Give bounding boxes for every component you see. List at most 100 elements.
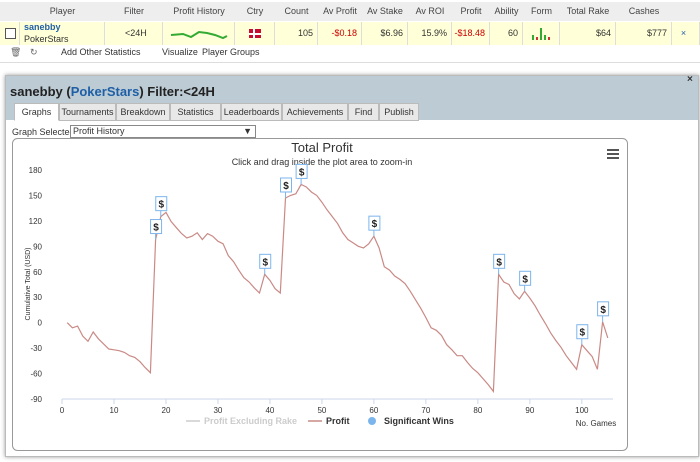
cell: 105 xyxy=(275,22,318,45)
win-marker[interactable] xyxy=(368,215,381,231)
x-tick-label: 80 xyxy=(473,406,482,415)
win-marker-label: $ xyxy=(522,274,528,285)
graph-selected: Profit History xyxy=(73,126,125,136)
column-header[interactable]: Ability xyxy=(490,2,524,21)
graph-select[interactable]: Profit History ▼ xyxy=(70,125,256,138)
win-marker-label: $ xyxy=(299,167,305,178)
tab[interactable]: Find xyxy=(348,103,379,121)
tab[interactable]: Achievements xyxy=(282,103,348,121)
cell: $6.96 xyxy=(362,22,408,45)
win-marker-label: $ xyxy=(496,257,502,268)
tab[interactable]: Breakdown xyxy=(116,103,170,121)
column-header[interactable]: Cashes xyxy=(616,2,673,21)
sparkline xyxy=(163,22,235,45)
panel-title: sanebby (PokerStars) Filter:<24H xyxy=(10,84,215,99)
y-tick-label: 0 xyxy=(38,319,43,328)
y-tick-label: 90 xyxy=(33,242,42,251)
flag xyxy=(235,22,275,45)
tab[interactable]: Publish xyxy=(379,103,419,121)
x-axis-label: No. Games xyxy=(576,419,616,428)
column-header[interactable]: Av ROI xyxy=(408,2,453,21)
legend-label[interactable]: Significant Wins xyxy=(384,416,454,426)
column-header[interactable]: Profit History xyxy=(163,2,236,21)
win-marker[interactable] xyxy=(493,253,506,269)
cell: $777 xyxy=(616,22,672,45)
tab[interactable]: Graphs xyxy=(14,103,59,121)
x-tick-label: 50 xyxy=(317,406,326,415)
column-header[interactable]: Filter xyxy=(105,2,164,21)
x-tick-label: 70 xyxy=(421,406,430,415)
column-header[interactable]: Form xyxy=(523,2,561,21)
y-tick-label: -90 xyxy=(30,395,42,404)
x-tick-label: 30 xyxy=(213,406,222,415)
menu-button[interactable] xyxy=(607,149,619,159)
column-header[interactable]: Total Rake xyxy=(560,2,617,21)
column-header[interactable]: Ctry xyxy=(235,2,276,21)
y-tick-label: 180 xyxy=(29,166,43,175)
column-header[interactable]: Av Profit xyxy=(318,2,363,21)
tab[interactable]: Statistics xyxy=(170,103,221,121)
cell: 60 xyxy=(490,22,523,45)
title-part: ) Filter:<24H xyxy=(139,84,215,99)
header-check xyxy=(0,2,21,21)
chart-title: Total Profit xyxy=(291,140,353,155)
header-filler xyxy=(672,2,700,21)
win-marker[interactable] xyxy=(295,163,308,179)
win-marker-label: $ xyxy=(372,219,378,230)
win-marker[interactable] xyxy=(280,177,293,193)
win-marker-label: $ xyxy=(283,181,289,192)
remove-button[interactable]: × xyxy=(672,22,700,45)
x-tick-label: 0 xyxy=(60,406,65,415)
tab[interactable]: Tournaments xyxy=(59,103,116,121)
cell: 15.9% xyxy=(408,22,452,45)
x-tick-label: 90 xyxy=(525,406,534,415)
win-marker-label: $ xyxy=(600,305,606,316)
column-header[interactable]: Profit xyxy=(452,2,491,21)
graph-selected-label: Graph Selected: xyxy=(12,127,78,137)
win-marker-label: $ xyxy=(580,328,586,339)
form xyxy=(523,22,560,45)
cell: $64 xyxy=(560,22,616,45)
legend-label[interactable]: Profit Excluding Rake xyxy=(204,416,297,426)
y-tick-label: 150 xyxy=(29,191,43,200)
column-header[interactable]: Player xyxy=(20,2,106,21)
cell: -$18.48 xyxy=(452,22,490,45)
column-header[interactable]: Count xyxy=(275,2,319,21)
win-marker[interactable] xyxy=(597,301,610,317)
win-marker[interactable] xyxy=(155,196,168,212)
player-cell: sanebby PokerStars xyxy=(20,22,105,45)
player-name[interactable]: sanebby xyxy=(24,22,61,32)
close-button[interactable]: × xyxy=(687,74,693,85)
toolbar-item[interactable]: Add Other Statistics xyxy=(61,47,141,57)
cell: <24H xyxy=(105,22,163,45)
win-marker[interactable] xyxy=(576,324,589,340)
x-tick-label: 40 xyxy=(265,406,274,415)
y-tick-label: -60 xyxy=(30,370,42,379)
tab[interactable]: Leaderboards xyxy=(221,103,282,121)
win-marker[interactable] xyxy=(150,219,163,235)
column-header[interactable]: Av Stake xyxy=(362,2,409,21)
trash-icon[interactable]: 🗑 xyxy=(10,47,22,57)
legend-label[interactable]: Profit xyxy=(326,416,350,426)
x-tick-label: 100 xyxy=(575,406,589,415)
y-tick-label: -30 xyxy=(30,344,42,353)
y-axis-label: Cumulative Total (USD) xyxy=(25,247,32,320)
win-marker-label: $ xyxy=(262,257,268,268)
legend-symbol xyxy=(368,417,376,425)
x-tick-label: 20 xyxy=(162,406,171,415)
toolbar-item[interactable]: Player Groups xyxy=(202,47,260,57)
toolbar-item[interactable]: Visualize xyxy=(162,47,198,57)
win-marker[interactable] xyxy=(259,253,272,269)
chart-subtitle: Click and drag inside the plot area to z… xyxy=(232,157,413,167)
win-marker-label: $ xyxy=(153,223,159,234)
win-marker[interactable] xyxy=(519,270,532,286)
chart-frame xyxy=(12,138,628,451)
x-tick-label: 10 xyxy=(110,406,119,415)
title-part: PokerStars xyxy=(70,84,140,99)
refresh-icon[interactable]: ↻ xyxy=(30,47,38,57)
row-check[interactable] xyxy=(0,22,20,45)
y-tick-label: 120 xyxy=(29,217,43,226)
player-site: PokerStars xyxy=(24,34,69,44)
y-tick-label: 30 xyxy=(33,293,42,302)
